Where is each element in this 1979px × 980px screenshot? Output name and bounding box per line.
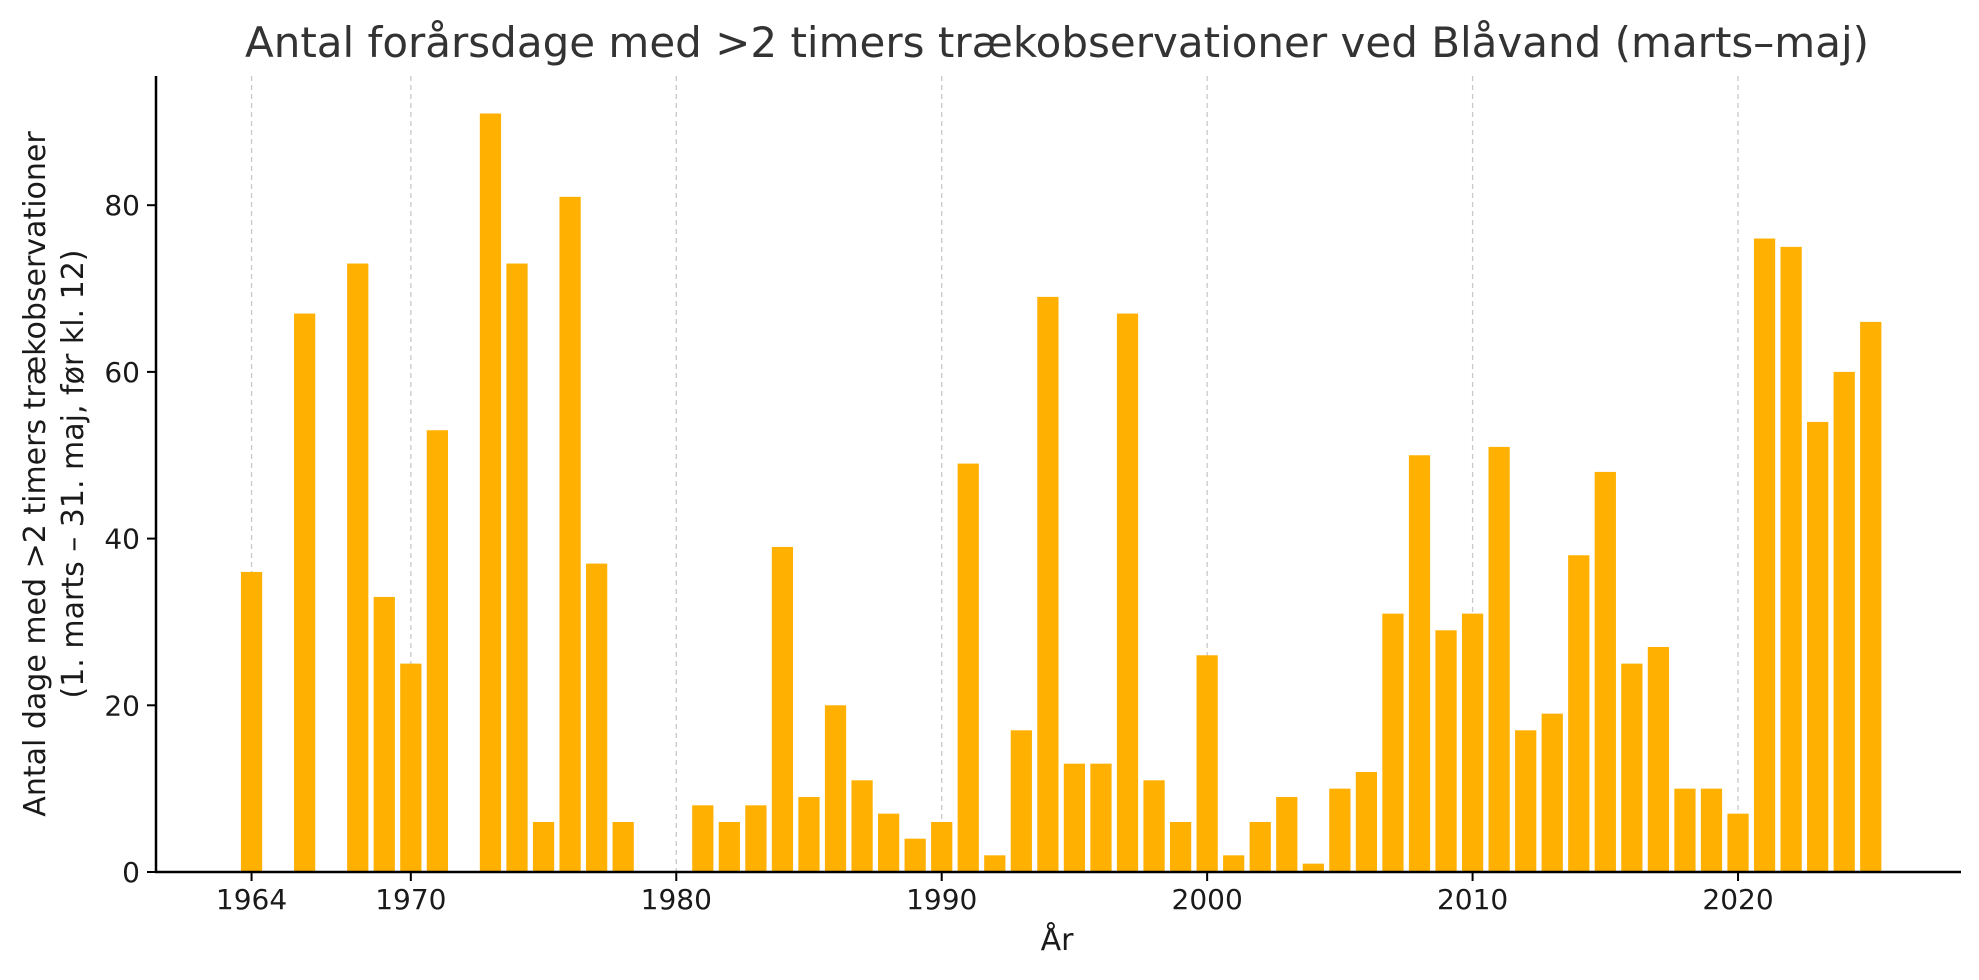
bar-2008 — [1408, 455, 1431, 872]
bars — [240, 113, 1882, 872]
bar-2025 — [1860, 321, 1882, 872]
bar-2017 — [1647, 646, 1670, 872]
bar-1970 — [400, 663, 422, 872]
x-ticks: 1964 1970 1980 1990 2000 2010 2020 — [216, 872, 1774, 916]
bar-1991 — [957, 463, 979, 872]
bar-1985 — [798, 796, 820, 872]
chart-title: Antal forårsdage med >2 timers trækobser… — [245, 18, 1869, 67]
bar-2014 — [1568, 555, 1590, 872]
bar-2002 — [1249, 821, 1271, 872]
bar-1992 — [984, 855, 1006, 872]
bar-1974 — [506, 263, 528, 872]
bar-1995 — [1063, 763, 1086, 872]
bar-1994 — [1037, 296, 1059, 872]
grid-lines — [250, 76, 1739, 872]
bar-1984 — [771, 546, 794, 872]
bar-2010 — [1461, 613, 1484, 872]
bar-2013 — [1541, 713, 1563, 872]
bar-1988 — [878, 813, 900, 872]
bar-1987 — [851, 780, 873, 872]
bar-2018 — [1674, 788, 1696, 872]
axes — [154, 76, 1961, 874]
bar-2001 — [1223, 855, 1245, 872]
bar-2024 — [1833, 371, 1855, 872]
bar-1989 — [904, 838, 926, 872]
bar-2006 — [1355, 771, 1378, 872]
bar-2007 — [1382, 613, 1404, 872]
bar-1976 — [559, 196, 581, 872]
bar-1993 — [1010, 730, 1032, 872]
bar-1982 — [718, 821, 740, 872]
bar-2005 — [1329, 788, 1351, 872]
x-tick-label-1970: 1970 — [375, 883, 446, 916]
y-tick-label-80: 80 — [104, 189, 140, 222]
bar-1990 — [931, 821, 953, 872]
bar-1977 — [586, 563, 608, 872]
bar-2015 — [1594, 471, 1616, 872]
bar-1997 — [1116, 313, 1139, 872]
bar-1969 — [373, 596, 395, 872]
bar-1983 — [745, 805, 767, 872]
bar-1964 — [240, 571, 263, 872]
bar-1971 — [426, 430, 448, 872]
bar-1999 — [1169, 821, 1192, 872]
bar-1996 — [1090, 763, 1112, 872]
bar-2016 — [1621, 663, 1643, 872]
y-axis-title-line-1: Antal dage med >2 timers trækobservation… — [18, 131, 53, 817]
bar-2004 — [1302, 863, 1324, 872]
x-tick-label-2010: 2010 — [1437, 883, 1508, 916]
bar-1986 — [824, 705, 847, 872]
x-tick-label-2020: 2020 — [1702, 883, 1773, 916]
bar-2012 — [1515, 730, 1537, 872]
y-tick-label-20: 20 — [104, 689, 140, 722]
y-axis-title-line-2: (1. marts – 31. maj, før kl. 12) — [56, 250, 91, 699]
bar-2022 — [1780, 246, 1802, 872]
bar-2011 — [1488, 446, 1510, 872]
bar-2019 — [1700, 788, 1723, 872]
bar-2009 — [1435, 630, 1457, 872]
y-tick-label-40: 40 — [104, 523, 140, 556]
bar-1966 — [294, 313, 316, 872]
bar-1968 — [347, 263, 369, 872]
x-tick-label-1980: 1980 — [641, 883, 712, 916]
y-ticks: 0 20 40 60 80 — [104, 189, 156, 889]
bar-1978 — [612, 821, 634, 872]
bar-2020 — [1727, 813, 1749, 872]
x-tick-label-2000: 2000 — [1172, 883, 1243, 916]
bar-1975 — [532, 821, 555, 872]
bar-2000 — [1196, 655, 1218, 872]
bar-1973 — [479, 113, 502, 872]
x-axis-title: År — [1041, 922, 1075, 958]
y-tick-label-0: 0 — [122, 856, 140, 889]
bar-2023 — [1807, 421, 1829, 872]
x-tick-label-1964: 1964 — [216, 883, 287, 916]
x-tick-label-1990: 1990 — [906, 883, 977, 916]
bar-2021 — [1753, 238, 1776, 872]
bar-2003 — [1276, 796, 1298, 872]
bar-1981 — [692, 805, 714, 872]
bar-1998 — [1143, 780, 1165, 872]
y-tick-label-60: 60 — [104, 356, 140, 389]
